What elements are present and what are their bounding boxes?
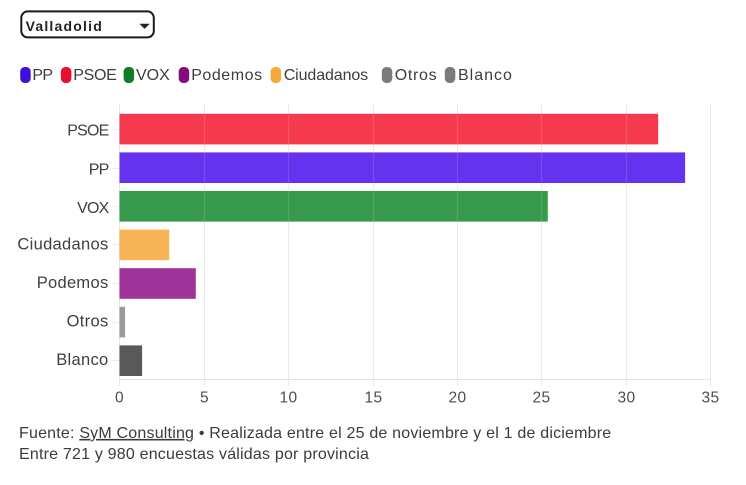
svg-text:Otros: Otros — [395, 67, 438, 84]
svg-text:Otros: Otros — [67, 313, 109, 331]
svg-text:10: 10 — [279, 390, 297, 407]
svg-text:25: 25 — [532, 390, 550, 407]
svg-text:PSOE: PSOE — [73, 67, 116, 84]
svg-text:Podemos: Podemos — [37, 274, 109, 292]
svg-text:30: 30 — [617, 390, 635, 407]
svg-text:35: 35 — [701, 390, 719, 407]
svg-text:Valladolid: Valladolid — [26, 18, 103, 34]
svg-text:Ciudadanos: Ciudadanos — [284, 67, 368, 84]
svg-text:Podemos: Podemos — [191, 67, 262, 84]
svg-text:5: 5 — [200, 390, 209, 407]
svg-text:Blanco: Blanco — [56, 351, 108, 369]
svg-text:Ciudadanos: Ciudadanos — [17, 235, 108, 253]
svg-text:0: 0 — [115, 390, 124, 407]
svg-text:15: 15 — [364, 390, 382, 407]
svg-text:Fuente: SyM Consulting • Reali: Fuente: SyM Consulting • Realizada entre… — [19, 425, 611, 442]
svg-text:PP: PP — [32, 67, 52, 84]
svg-text:20: 20 — [448, 390, 466, 407]
svg-text:PSOE: PSOE — [67, 123, 108, 140]
svg-text:VOX: VOX — [77, 200, 110, 217]
svg-text:PP: PP — [89, 161, 109, 178]
svg-text:Blanco: Blanco — [458, 67, 513, 84]
svg-text:VOX: VOX — [136, 67, 170, 84]
svg-text:Entre 721 y 980 encuestas váli: Entre 721 y 980 encuestas válidas por pr… — [19, 446, 369, 463]
